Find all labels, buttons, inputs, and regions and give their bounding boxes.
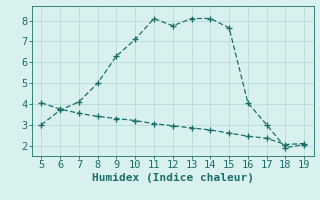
X-axis label: Humidex (Indice chaleur): Humidex (Indice chaleur)	[92, 173, 254, 183]
